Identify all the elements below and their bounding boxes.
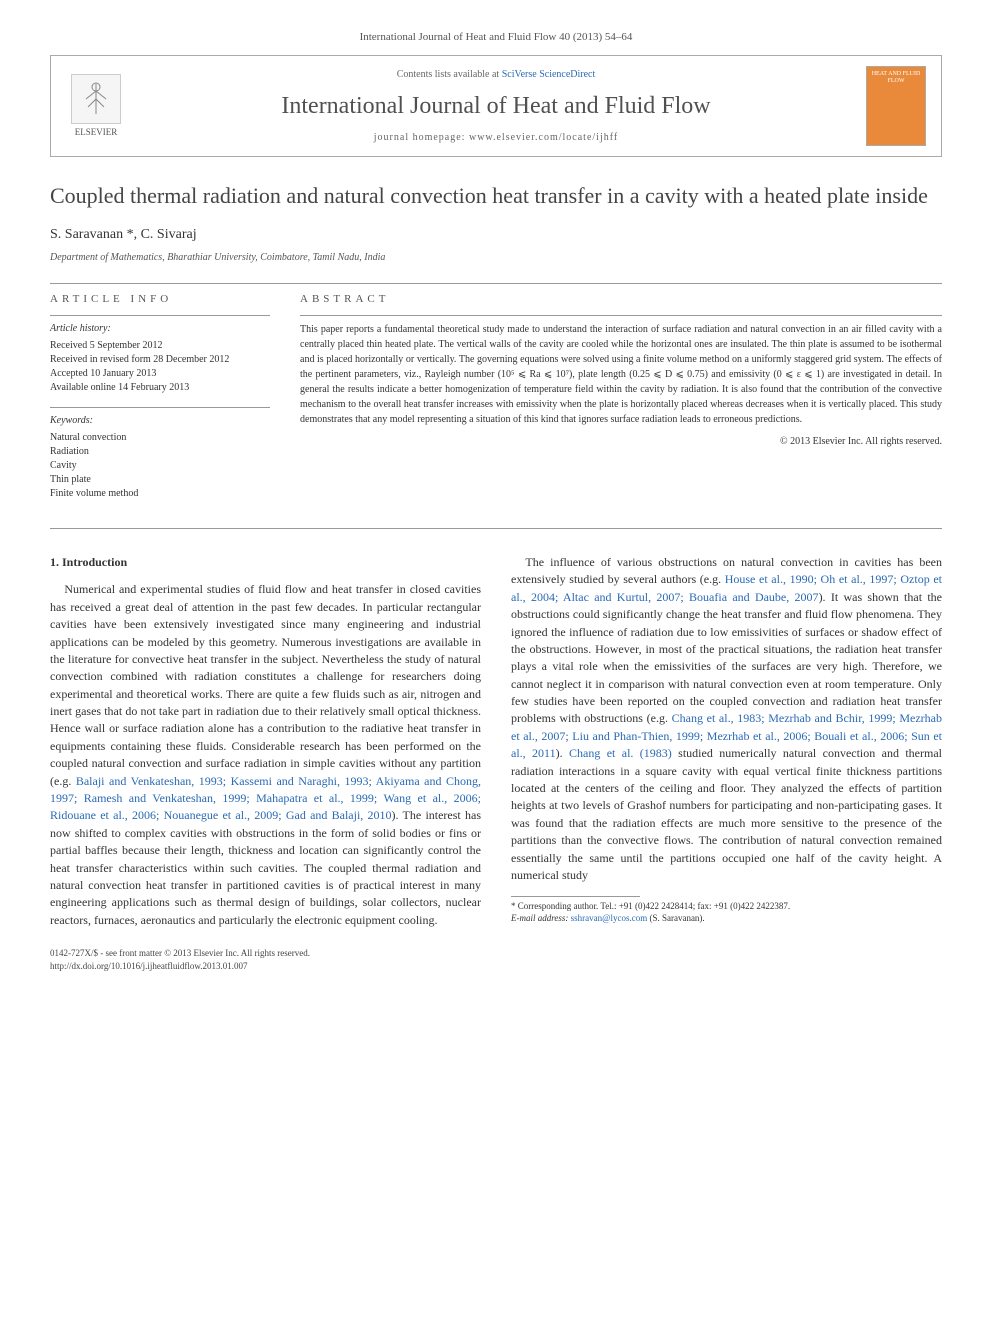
header-citation: International Journal of Heat and Fluid … bbox=[50, 30, 942, 45]
history-line: Received in revised form 28 December 201… bbox=[50, 353, 270, 367]
homepage-url[interactable]: www.elsevier.com/locate/ijhff bbox=[469, 132, 618, 143]
footnote-email-line: E-mail address: sshravan@lycos.com (S. S… bbox=[511, 913, 942, 925]
sciencedirect-link[interactable]: SciVerse ScienceDirect bbox=[502, 69, 596, 80]
corresponding-author-footnote: * Corresponding author. Tel.: +91 (0)422… bbox=[511, 901, 942, 924]
contents-prefix: Contents lists available at bbox=[397, 69, 502, 80]
email-suffix: (S. Saravanan). bbox=[647, 913, 704, 923]
email-label: E-mail address: bbox=[511, 913, 571, 923]
elsevier-tree-icon bbox=[71, 74, 121, 124]
abstract-column: ABSTRACT This paper reports a fundamenta… bbox=[300, 292, 942, 513]
journal-homepage: journal homepage: www.elsevier.com/locat… bbox=[141, 131, 851, 145]
info-abstract-row: ARTICLE INFO Article history: Received 5… bbox=[50, 292, 942, 513]
history-line: Received 5 September 2012 bbox=[50, 339, 270, 353]
footnote-divider bbox=[511, 896, 640, 897]
journal-header-box: ELSEVIER Contents lists available at Sci… bbox=[50, 55, 942, 157]
publisher-logo: ELSEVIER bbox=[66, 71, 126, 141]
history-line: Available online 14 February 2013 bbox=[50, 381, 270, 395]
journal-name: International Journal of Heat and Fluid … bbox=[141, 90, 851, 124]
header-center: Contents lists available at SciVerse Sci… bbox=[141, 68, 851, 146]
reference-link[interactable]: Chang et al. (1983) bbox=[569, 746, 672, 760]
keywords-block: Keywords: Natural convection Radiation C… bbox=[50, 407, 270, 501]
homepage-prefix: journal homepage: bbox=[374, 132, 469, 143]
history-line: Accepted 10 January 2013 bbox=[50, 367, 270, 381]
para-text: studied numerically natural convection a… bbox=[511, 746, 942, 882]
keyword: Cavity bbox=[50, 459, 270, 473]
keyword: Finite volume method bbox=[50, 487, 270, 501]
publisher-name: ELSEVIER bbox=[75, 126, 118, 139]
bottom-publication-info: 0142-727X/$ - see front matter © 2013 El… bbox=[50, 947, 942, 972]
authors: S. Saravanan *, C. Sivaraj bbox=[50, 225, 942, 245]
intro-paragraph-2: The influence of various obstructions on… bbox=[511, 554, 942, 884]
article-info-label: ARTICLE INFO bbox=[50, 292, 270, 307]
footnote-corr: * Corresponding author. Tel.: +91 (0)422… bbox=[511, 901, 942, 913]
abstract-copyright: © 2013 Elsevier Inc. All rights reserved… bbox=[300, 435, 942, 449]
para-text: Numerical and experimental studies of fl… bbox=[50, 582, 481, 787]
history-block: Article history: Received 5 September 20… bbox=[50, 315, 270, 395]
section-heading: 1. Introduction bbox=[50, 554, 481, 571]
keyword: Radiation bbox=[50, 445, 270, 459]
main-body: 1. Introduction Numerical and experiment… bbox=[50, 554, 942, 929]
abstract-text: This paper reports a fundamental theoret… bbox=[300, 315, 942, 427]
issn-line: 0142-727X/$ - see front matter © 2013 El… bbox=[50, 947, 942, 960]
history-heading: Article history: bbox=[50, 322, 270, 336]
article-info-column: ARTICLE INFO Article history: Received 5… bbox=[50, 292, 270, 513]
affiliation: Department of Mathematics, Bharathiar Un… bbox=[50, 251, 942, 265]
divider bbox=[50, 283, 942, 284]
contents-available: Contents lists available at SciVerse Sci… bbox=[141, 68, 851, 82]
cover-title: HEAT AND FLUID FLOW bbox=[871, 71, 921, 84]
keywords-heading: Keywords: bbox=[50, 414, 270, 428]
article-title: Coupled thermal radiation and natural co… bbox=[50, 182, 942, 211]
divider bbox=[50, 528, 942, 529]
intro-paragraph-1: Numerical and experimental studies of fl… bbox=[50, 581, 481, 929]
doi-line[interactable]: http://dx.doi.org/10.1016/j.ijheatfluidf… bbox=[50, 960, 942, 973]
para-text: ). It was shown that the obstructions co… bbox=[511, 590, 942, 726]
email-link[interactable]: sshravan@lycos.com bbox=[571, 913, 648, 923]
journal-cover-thumbnail: HEAT AND FLUID FLOW bbox=[866, 66, 926, 146]
keyword: Thin plate bbox=[50, 473, 270, 487]
abstract-label: ABSTRACT bbox=[300, 292, 942, 307]
keyword: Natural convection bbox=[50, 431, 270, 445]
para-text: ). bbox=[556, 746, 569, 760]
